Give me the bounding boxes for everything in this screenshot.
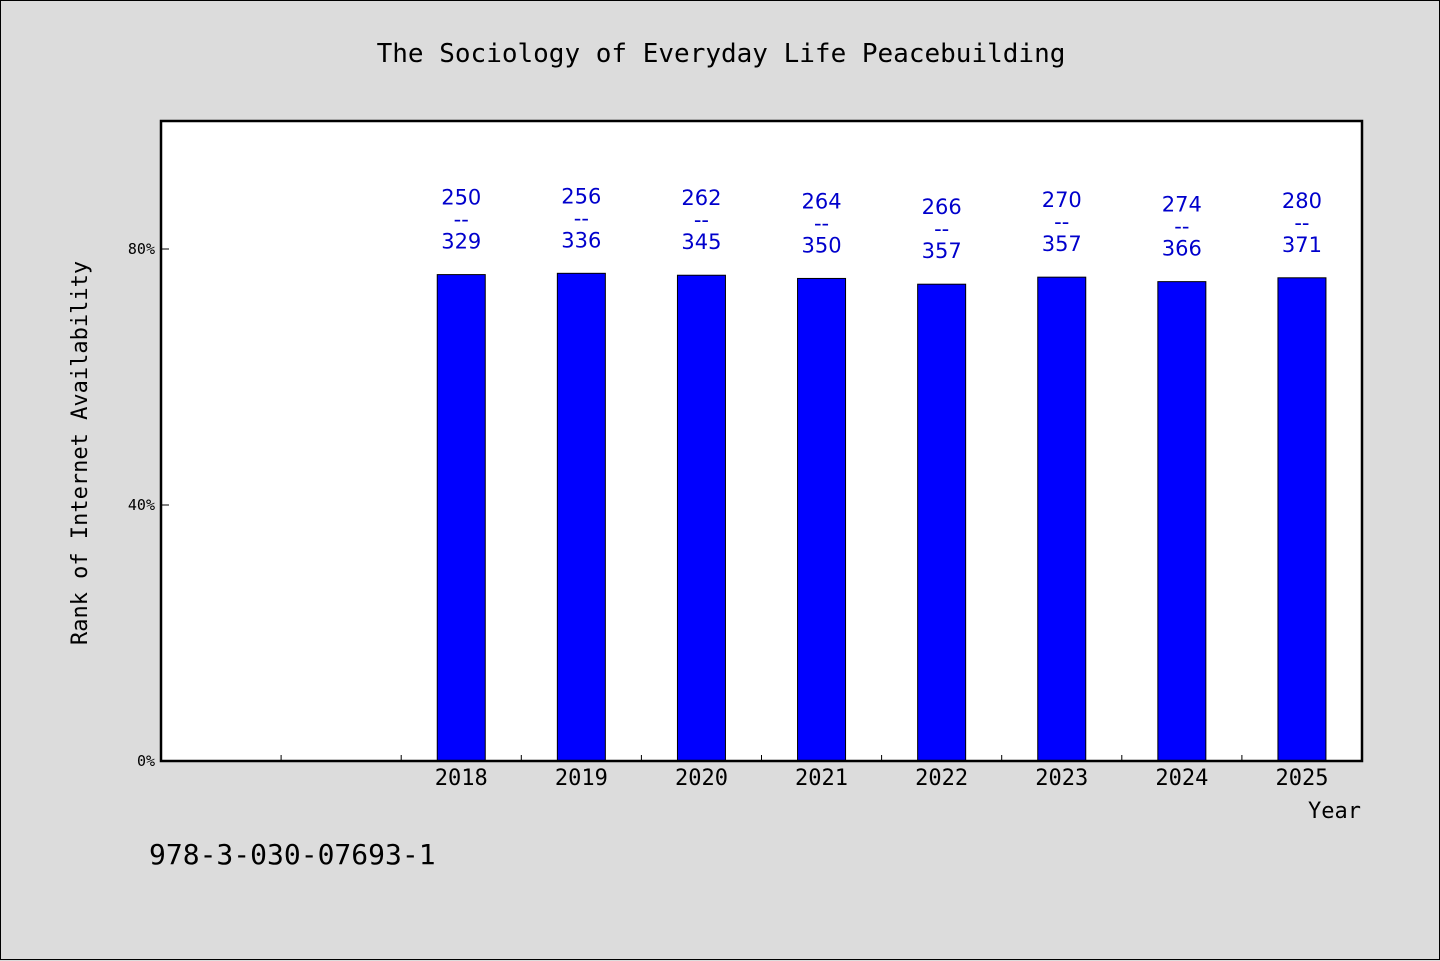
- data-label-total: 357: [922, 239, 962, 263]
- y-tick-label: 40%: [128, 496, 155, 514]
- data-label-separator: --: [454, 208, 469, 232]
- bar: [436, 274, 486, 762]
- bar: [1277, 277, 1327, 762]
- data-label-total: 366: [1162, 237, 1202, 261]
- data-label-rank: 256: [561, 184, 601, 208]
- data-label-separator: --: [574, 206, 589, 230]
- bar: [556, 272, 606, 762]
- data-label-total: 350: [802, 233, 842, 257]
- chart-title: The Sociology of Everyday Life Peacebuil…: [377, 39, 1066, 69]
- bars-group: [436, 272, 1327, 762]
- data-label-total: 336: [561, 228, 601, 252]
- bar: [917, 283, 967, 762]
- data-label-rank: 280: [1282, 189, 1322, 213]
- y-tick-label: 0%: [137, 752, 155, 770]
- data-label-separator: --: [1054, 210, 1069, 234]
- data-label-rank: 250: [441, 186, 481, 210]
- data-label-separator: --: [694, 208, 709, 232]
- data-label-rank: 266: [922, 195, 962, 219]
- y-axis-label: Rank of Internet Availability: [68, 261, 93, 645]
- data-labels-group: 2018250--3292019256--3362020262--3452021…: [435, 184, 1329, 791]
- data-label-separator: --: [814, 211, 829, 235]
- isbn-footnote: 978-3-030-07693-1: [149, 838, 436, 871]
- bar: [676, 274, 726, 762]
- bar: [1157, 281, 1207, 762]
- x-tick-label: 2022: [915, 766, 968, 791]
- x-tick-label: 2021: [795, 766, 848, 791]
- x-tick-label: 2019: [555, 766, 608, 791]
- data-label-separator: --: [934, 217, 949, 241]
- y-tick-label: 80%: [128, 240, 155, 258]
- data-label-separator: --: [1174, 215, 1189, 239]
- bar: [1037, 276, 1087, 762]
- x-axis-label: Year: [1308, 799, 1361, 824]
- data-label-total: 345: [681, 230, 721, 254]
- data-label-separator: --: [1294, 211, 1309, 235]
- x-tick-label: 2023: [1035, 766, 1088, 791]
- x-tick-label: 2025: [1275, 766, 1328, 791]
- data-label-total: 329: [441, 230, 481, 254]
- plot-border: [159, 119, 1364, 763]
- x-tick-label: 2018: [435, 766, 488, 791]
- data-label-rank: 264: [802, 189, 842, 213]
- data-label-rank: 262: [681, 186, 721, 210]
- bar: [797, 277, 847, 762]
- data-label-rank: 274: [1162, 193, 1202, 217]
- data-label-total: 371: [1282, 233, 1322, 257]
- x-tick-label: 2024: [1155, 766, 1208, 791]
- x-tick-label: 2020: [675, 766, 728, 791]
- data-label-total: 357: [1042, 232, 1082, 256]
- data-label-rank: 270: [1042, 188, 1082, 212]
